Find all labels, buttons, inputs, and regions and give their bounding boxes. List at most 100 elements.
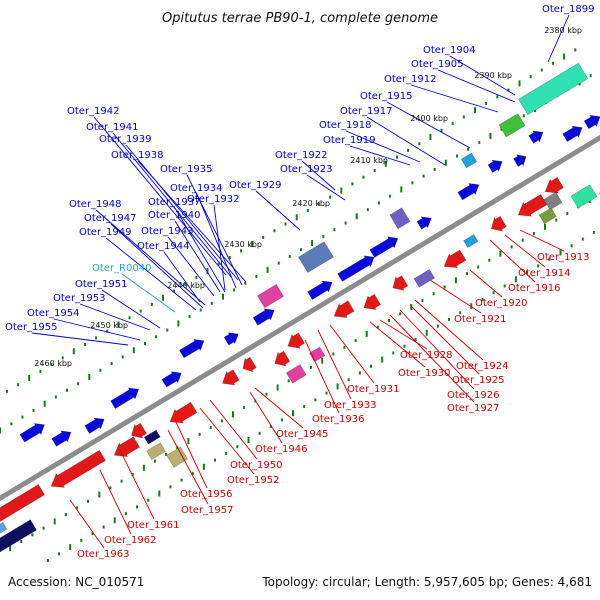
tick-mark <box>184 282 187 286</box>
tick-mark <box>144 342 146 345</box>
tick-mark <box>563 53 566 60</box>
tick-mark <box>336 383 339 390</box>
tick-mark <box>158 490 161 497</box>
backbone-line <box>0 134 600 502</box>
tick-label-2390-kbp: 2390 kbp <box>474 71 512 80</box>
label-oter-1930: Oter_1930 <box>398 368 451 379</box>
label-oter-1937: Oter_1937 <box>148 197 201 208</box>
gene-forward-0 <box>19 423 45 443</box>
leader-oter-1922 <box>301 160 336 191</box>
tick-mark <box>510 245 513 249</box>
leader-oter-1939 <box>125 144 239 281</box>
leader-oter-1933 <box>317 329 352 400</box>
tick-mark <box>95 336 98 340</box>
tick-mark <box>521 238 524 242</box>
tick-mark <box>225 451 228 455</box>
tick-mark <box>403 344 406 348</box>
leader-oter-1944 <box>163 251 201 303</box>
tick-mark <box>488 258 491 262</box>
label-oter-1939: Oter_1939 <box>99 134 152 145</box>
tick-mark <box>365 330 368 337</box>
tick-mark <box>344 221 347 225</box>
label-oter-1953: Oter_1953 <box>53 293 106 304</box>
tick-label-2460-kbp: 2460 kbp <box>34 359 72 368</box>
leader-oter-1916 <box>489 239 536 283</box>
tick-mark <box>310 365 312 369</box>
gene-reverse-5 <box>222 369 240 386</box>
gene-reverse-6 <box>242 356 257 373</box>
tick-mark <box>574 48 577 52</box>
tick-mark <box>540 68 543 72</box>
leader-oter-1951 <box>101 289 161 329</box>
label-oter-1936: Oter_1936 <box>312 414 365 425</box>
gene-forward-6 <box>223 332 239 346</box>
tick-mark <box>9 545 12 552</box>
gene-forward-3 <box>110 387 140 410</box>
label-oter-1952: Oter_1952 <box>227 475 280 486</box>
gene-forward-14 <box>513 154 527 167</box>
tick-mark <box>191 471 194 475</box>
tick-mark <box>432 292 435 296</box>
tick-mark <box>373 169 376 172</box>
feature-magenta-3 <box>257 283 284 309</box>
gene-reverse-7 <box>274 350 291 367</box>
feature-grey-1 <box>543 191 563 211</box>
tick-mark <box>28 375 31 381</box>
label-oter-1917: Oter_1917 <box>340 106 393 117</box>
tick-mark <box>421 298 424 302</box>
tick-mark <box>366 208 369 212</box>
label-oter-1950: Oter_1950 <box>230 460 283 471</box>
tick-mark <box>425 329 428 336</box>
tick-mark <box>410 304 413 311</box>
tick-mark <box>217 262 220 266</box>
tick-mark <box>84 343 86 346</box>
tick-mark <box>396 155 398 159</box>
leader-oter-1928 <box>379 319 428 350</box>
leader-oter-r0040 <box>121 273 176 313</box>
leader-oter-1905 <box>437 69 516 103</box>
tick-mark <box>444 159 447 166</box>
tick-mark <box>180 478 183 482</box>
tick-mark <box>273 229 276 233</box>
map-title: Opitutus terrae PB90-1, complete genome <box>162 11 438 26</box>
label-oter-1944: Oter_1944 <box>137 241 190 252</box>
tick-mark <box>262 235 265 239</box>
tick-mark <box>210 301 213 305</box>
leader-oter-1934 <box>196 193 237 289</box>
tick-mark <box>198 432 201 436</box>
tick-mark <box>236 445 239 449</box>
gene-reverse-4 <box>169 401 198 424</box>
leader-oter-1920 <box>469 269 503 298</box>
topology-text: Topology: circular; Length: 5,957,605 bp… <box>261 575 592 589</box>
leader-oter-1955 <box>31 332 129 346</box>
gene-reverse-14 <box>517 193 548 217</box>
tick-label-2380-kbp: 2380 kbp <box>544 26 582 35</box>
tick-mark <box>206 267 209 274</box>
tick-mark <box>470 303 473 310</box>
tick-mark <box>10 422 13 426</box>
tick-mark <box>555 218 558 222</box>
tick-mark <box>467 147 470 151</box>
tick-mark <box>232 411 234 418</box>
tick-mark <box>448 317 450 321</box>
accession-text: Accession: NC_010571 <box>8 575 144 589</box>
tick-mark <box>54 395 57 399</box>
tick-mark <box>43 400 46 407</box>
label-oter-1957: Oter_1957 <box>181 505 234 516</box>
label-oter-1935: Oter_1935 <box>160 164 213 175</box>
label-oter-1904: Oter_1904 <box>423 45 476 56</box>
label-oter-1941: Oter_1941 <box>86 122 139 133</box>
tick-mark <box>72 348 75 355</box>
tick-mark <box>64 513 67 517</box>
tick-mark <box>17 383 20 387</box>
tick-mark <box>376 325 379 329</box>
tick-mark <box>300 248 302 252</box>
label-oter-1954: Oter_1954 <box>27 308 80 319</box>
tick-mark <box>418 142 421 146</box>
tick-mark <box>110 362 113 366</box>
leader-oter-1945 <box>254 387 304 429</box>
tick-mark <box>329 195 332 199</box>
tick-mark <box>120 479 123 483</box>
gene-reverse-1 <box>50 449 107 488</box>
tick-label-2420-kbp: 2420 kbp <box>292 199 330 208</box>
